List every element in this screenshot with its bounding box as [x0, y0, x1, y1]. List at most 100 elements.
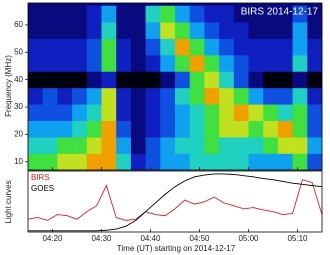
heatmap-cell: [189, 38, 205, 56]
heatmap-cell: [175, 22, 190, 39]
heatmap-cell: [86, 153, 102, 171]
x-tick-label: 05:10: [287, 234, 308, 243]
heatmap-cell: [204, 153, 220, 171]
heatmap-cell: [307, 71, 323, 89]
heatmap-cell: [307, 137, 323, 154]
heatmap-cell: [145, 87, 161, 105]
heatmap-cell: [263, 38, 279, 56]
heatmap-cell: [116, 87, 132, 105]
x-tick-label: 04:20: [42, 234, 63, 243]
heatmap-cell: [263, 153, 279, 171]
heatmap-cell: [233, 120, 249, 138]
heatmap-cell: [233, 104, 249, 122]
heatmap-cell: [292, 153, 308, 171]
heatmap-cell: [292, 22, 308, 39]
heatmap-cell: [86, 137, 102, 154]
heatmap-cell: [28, 104, 43, 122]
heatmap-cell: [219, 5, 235, 23]
heatmap-cell: [248, 71, 264, 89]
heatmap-cell: [160, 5, 176, 23]
heatmap-cell: [189, 120, 205, 138]
heatmap-cell: [28, 153, 43, 171]
heatmap-cell: [101, 87, 117, 105]
heatmap-cell: [145, 153, 161, 171]
heatmap-cell: [292, 120, 308, 138]
heatmap-cell: [219, 120, 235, 138]
heatmap-cell: [86, 55, 102, 72]
heatmap-cell: [101, 120, 117, 138]
heatmap-cell: [72, 137, 88, 154]
heatmap-cell: [189, 137, 205, 154]
heatmap-cell: [233, 55, 249, 72]
heatmap-cell: [116, 55, 132, 72]
heatmap-cell: [130, 38, 146, 56]
heatmap-cell: [292, 71, 308, 89]
heatmap-cell: [57, 87, 73, 105]
heatmap-cell: [248, 104, 264, 122]
heatmap-cell: [145, 71, 161, 89]
y-tick-label: 40: [14, 75, 23, 84]
y-tick-label: 60: [14, 20, 23, 29]
heatmap-cell: [42, 120, 58, 138]
heatmap-cell: [219, 87, 235, 105]
heatmap-cell: [307, 153, 323, 171]
heatmap-cell: [160, 87, 176, 105]
heatmap-cell: [101, 5, 117, 23]
heatmap-cell: [116, 104, 132, 122]
heatmap-cell: [307, 5, 323, 23]
heatmap-cell: [292, 55, 308, 72]
heatmap-cell: [101, 22, 117, 39]
heatmap-cell: [307, 22, 323, 39]
heatmap-cell: [292, 137, 308, 154]
heatmap-cell: [189, 104, 205, 122]
y-tick-label: 20: [14, 130, 23, 139]
heatmap-cell: [42, 55, 58, 72]
heatmap-cell: [145, 22, 161, 39]
heatmap-cell: [175, 104, 190, 122]
heatmap-cell: [116, 71, 132, 89]
heatmap-cell: [57, 38, 73, 56]
heatmap-cell: [130, 120, 146, 138]
heatmap-cell: [248, 120, 264, 138]
heatmap-cell: [204, 55, 220, 72]
heatmap-cell: [145, 104, 161, 122]
heatmap-cell: [101, 137, 117, 154]
heatmap-cell: [116, 38, 132, 56]
heatmap-cell: [307, 87, 323, 105]
heatmap-cell: [307, 55, 323, 72]
heatmap-cell: [130, 87, 146, 105]
heatmap-cell: [175, 87, 190, 105]
heatmap-cell: [160, 38, 176, 56]
heatmap-cell: [160, 104, 176, 122]
heatmap-cell: [28, 55, 43, 72]
heatmap-cell: [233, 87, 249, 105]
heatmap-cell: [219, 55, 235, 72]
heatmap-cell: [160, 120, 176, 138]
heatmap-cell: [72, 153, 88, 171]
heatmap-cell: [292, 104, 308, 122]
heatmap-cell: [130, 153, 146, 171]
heatmap-cell: [248, 22, 264, 39]
heatmap-cell: [277, 104, 293, 122]
heatmap-cell: [130, 55, 146, 72]
heatmap-cell: [277, 87, 293, 105]
legend-entry: BIRS: [31, 173, 50, 182]
heatmap-cell: [116, 120, 132, 138]
y-axis-label: Frequency (MHz): [4, 55, 13, 117]
heatmap-cell: [57, 55, 73, 72]
heatmap-cell: [101, 38, 117, 56]
heatmap-cell: [72, 71, 88, 89]
heatmap-cell: [263, 5, 279, 23]
heatmap-cell: [86, 104, 102, 122]
heatmap-cell: [28, 120, 43, 138]
heatmap-cell: [277, 55, 293, 72]
heatmap-cell: [248, 55, 264, 72]
heatmap-cell: [233, 153, 249, 171]
heatmap-cell: [263, 137, 279, 154]
heatmap-cell: [292, 5, 308, 23]
heatmap-cell: [101, 153, 117, 171]
heatmap-cell: [292, 38, 308, 56]
heatmap-cell: [145, 55, 161, 72]
heatmap-cell: [57, 5, 73, 23]
heatmap-cell: [248, 137, 264, 154]
